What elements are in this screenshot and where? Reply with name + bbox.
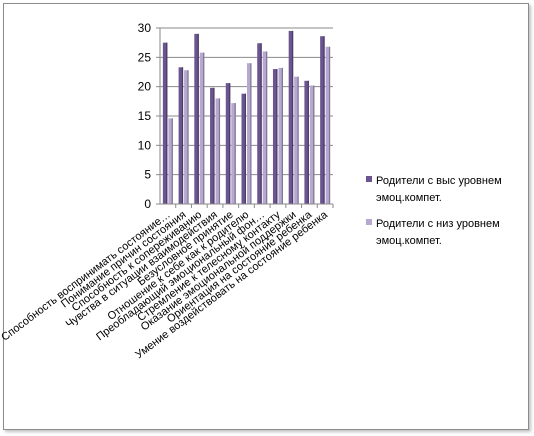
y-tick-label: 15	[138, 109, 152, 123]
bar-shadow	[307, 80, 309, 204]
legend-swatch	[366, 176, 372, 182]
bar-high-4	[225, 83, 231, 204]
bar-shadow	[313, 85, 315, 204]
bar-high-0	[162, 42, 168, 204]
bar-low-5	[247, 63, 252, 205]
bar-low-2	[199, 52, 205, 204]
bar-shadow	[328, 46, 331, 205]
bar-shadow	[181, 67, 184, 204]
bar-shadow	[166, 42, 168, 204]
bar-shadow	[276, 69, 278, 204]
bar-high-7	[272, 69, 278, 204]
bar-high-5	[241, 93, 246, 204]
bar-shadow	[266, 51, 268, 204]
bar-shadow	[203, 52, 205, 204]
bar-shadow	[218, 98, 221, 204]
bar-high-8	[288, 30, 294, 204]
bar-high-3	[210, 87, 215, 204]
bar-shadow	[250, 63, 252, 205]
bar-shadow	[260, 43, 262, 205]
bar-shadow	[297, 76, 299, 204]
bar-low-8	[294, 76, 299, 204]
bar-low-1	[184, 70, 189, 205]
bar-high-2	[194, 33, 199, 204]
bar-low-3	[215, 98, 221, 204]
bar-shadow	[323, 36, 325, 204]
y-tick-label: 20	[138, 80, 152, 94]
gridlines	[160, 27, 333, 176]
legend-swatch	[366, 219, 372, 225]
bar-shadow	[281, 67, 283, 204]
bar-shadow	[197, 33, 199, 204]
bar-low-10	[325, 46, 331, 205]
bar-shadow	[187, 70, 189, 205]
bar-low-7	[278, 67, 283, 204]
y-tick-label: 5	[144, 168, 151, 182]
bar-low-0	[168, 118, 173, 204]
bar-shadow	[171, 118, 173, 204]
bar-high-1	[178, 67, 184, 204]
bar-low-4	[231, 103, 236, 204]
bar-shadow	[244, 93, 246, 204]
legend-label: Родители с выс уровнем эмоц.компет.	[376, 175, 502, 204]
bar-shadow	[213, 87, 215, 204]
legend: Родители с выс уровнем эмоц.компет. Родите…	[366, 175, 502, 247]
bars	[162, 30, 334, 208]
bar-high-6	[257, 43, 262, 205]
x-axis-labels: Способность воспринимать состояние…Поним…	[0, 208, 331, 361]
legend-label: Родители с низ уровнем эмоц.компет.	[376, 218, 500, 247]
y-tick-label: 25	[138, 50, 152, 64]
bar-high-9	[304, 80, 309, 204]
bar-shadow	[291, 30, 294, 204]
bar-shadow	[229, 83, 231, 204]
y-tick-label: 10	[138, 138, 152, 152]
bar-shadow	[234, 103, 236, 204]
y-tick-label: 30	[138, 21, 152, 35]
bar-low-6	[262, 51, 268, 204]
bar-low-9	[309, 85, 315, 204]
bar-high-10	[320, 36, 325, 204]
y-tick-label: 0	[144, 197, 151, 211]
y-axis-ticks: 0 5 10 15 20 25 30	[138, 21, 160, 211]
